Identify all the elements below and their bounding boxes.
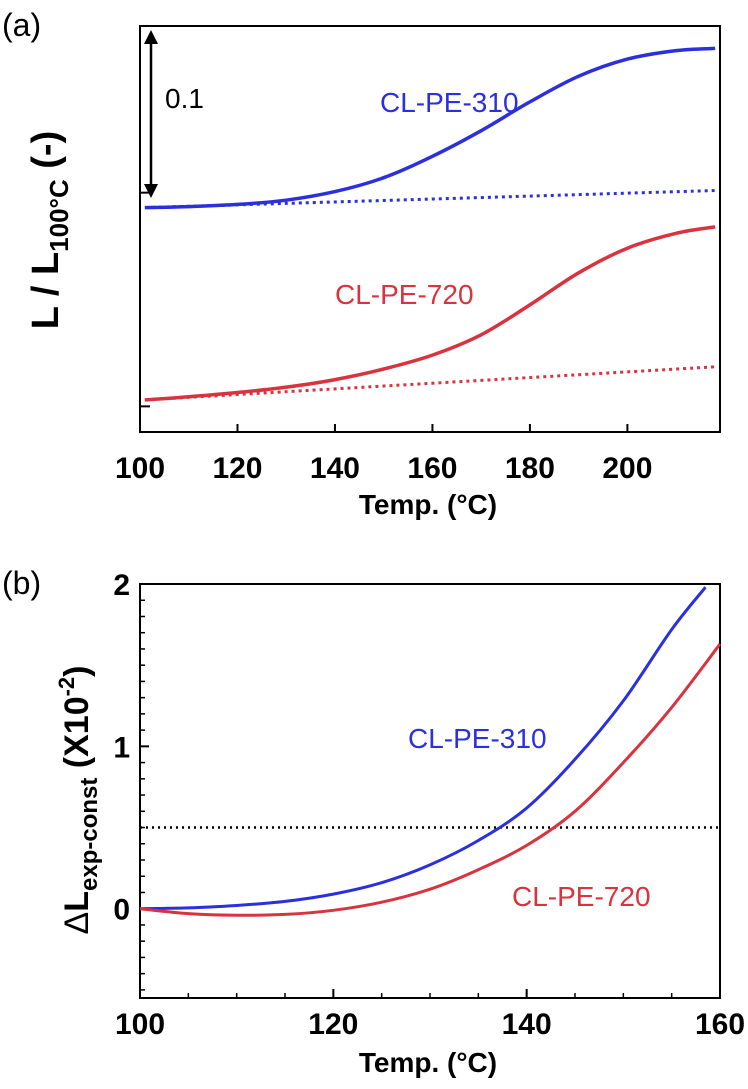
panel-a: (a) 100 120 140 160 180 200 0.1 CL-PE-310 CL-…	[2, 7, 721, 520]
scale-bar-arrow-up	[144, 30, 158, 44]
panel-a-y-tick-marks	[140, 191, 150, 408]
panel-b-ylabel-sub: exp-const	[76, 778, 103, 891]
panel-a-series	[144, 46, 716, 402]
series-line-baseline-3	[144, 365, 716, 402]
svg-text:L / L100°C (-): L / L100°C (-)	[25, 131, 74, 330]
panel-b-axes-frame	[139, 583, 721, 999]
series-line-baseline-1	[144, 189, 716, 210]
panel-b-ylabel-delta: Δ	[58, 912, 96, 935]
panel-b-ylabel-sup: -2	[54, 677, 79, 697]
panel-b-x-axis-title: Temp. (°C)	[359, 1047, 497, 1078]
x-tick-label: 160	[407, 452, 457, 485]
x-tick-label: 100	[115, 452, 165, 485]
panel-a-ylabel-main: L / L	[25, 252, 67, 329]
panel-a-x-ticks: 100 120 140 160 180 200	[115, 424, 652, 485]
y-tick-label: 0	[113, 894, 130, 927]
x-tick-label: 140	[502, 1008, 552, 1041]
x-tick-label: 100	[115, 1008, 165, 1041]
x-tick-label: 120	[308, 1008, 358, 1041]
series-line-cl-pe-720	[144, 225, 716, 402]
x-tick-label: 180	[505, 452, 555, 485]
panel-b-ylabel-main: L	[58, 891, 96, 912]
scale-bar-label: 0.1	[165, 83, 204, 114]
y-tick-label: 2	[113, 569, 130, 602]
x-tick-label: 120	[212, 452, 262, 485]
panel-a-y-axis-title: L / L100°C (-)	[25, 131, 74, 330]
panel-a-ylabel-sub: 100°C	[44, 179, 74, 252]
series-label-cl-pe-720-b: CL-PE-720	[512, 881, 651, 912]
x-tick-label: 200	[602, 452, 652, 485]
series-line-cl-pe-720	[139, 643, 722, 917]
panel-b-ticks: 100 120 140 160 0 1 2	[113, 569, 745, 1041]
scale-bar-arrow-down	[144, 184, 158, 198]
panel-b-y-axis-title: ΔLexp-const (X10-2)	[54, 665, 103, 934]
panel-b-ylabel-close: )	[58, 665, 96, 676]
x-tick-label: 160	[695, 1008, 745, 1041]
panel-b-label: (b)	[2, 565, 41, 601]
panel-a-x-axis-title: Temp. (°C)	[359, 489, 497, 520]
panel-a-ylabel-tail: (-)	[25, 131, 67, 180]
series-label-cl-pe-310-b: CL-PE-310	[408, 723, 547, 754]
series-label-cl-pe-310-a: CL-PE-310	[380, 87, 519, 118]
panel-a-axes-frame	[139, 25, 721, 433]
panel-a-label: (a)	[2, 7, 41, 43]
panel-b-ylabel-tail: (X10	[58, 696, 96, 777]
y-tick-label: 1	[113, 731, 130, 764]
series-line-cl-pe-310	[144, 46, 716, 210]
panel-b-series	[139, 586, 722, 917]
series-line-cl-pe-310	[139, 586, 707, 911]
x-tick-label: 140	[310, 452, 360, 485]
scale-bar: 0.1	[144, 30, 204, 198]
series-label-cl-pe-720-a: CL-PE-720	[335, 279, 474, 310]
svg-text:ΔLexp-const (X10-2): ΔLexp-const (X10-2)	[54, 665, 103, 934]
